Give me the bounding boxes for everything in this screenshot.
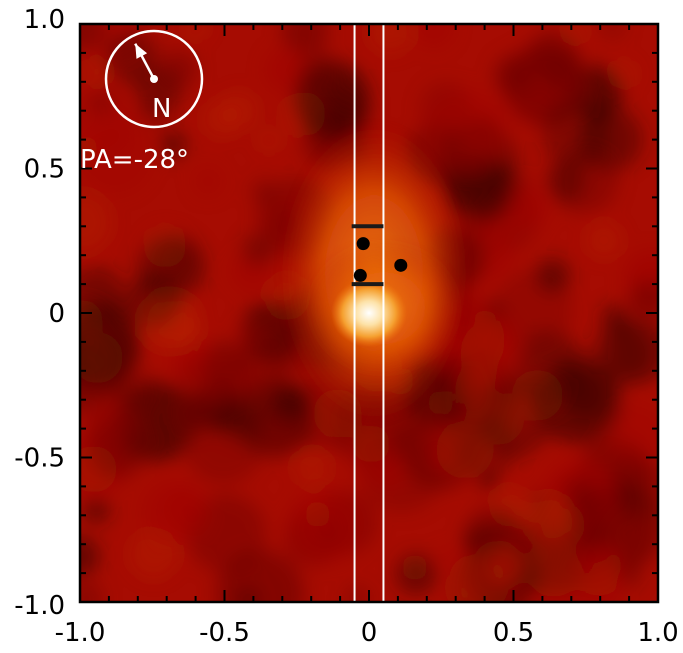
y-tick-label: 0 [48, 299, 65, 329]
data-point-3 [394, 258, 408, 272]
x-tick-label: -0.5 [199, 618, 250, 648]
x-tick-label: -1.0 [55, 618, 106, 648]
north-arrow-icon [135, 43, 148, 59]
y-tick-label: 1.0 [24, 5, 65, 35]
y-tick-label: -1.0 [14, 591, 65, 621]
x-tick-label: 0.5 [493, 618, 534, 648]
data-point-1 [356, 237, 370, 251]
compass: N PA=-28° [80, 29, 204, 175]
y-tick-label: 0.5 [24, 155, 65, 185]
position-angle-label: PA=-28° [80, 145, 189, 175]
compass-ring [104, 29, 204, 129]
x-tick-label: 1.0 [637, 618, 678, 648]
heatmap-image [80, 24, 658, 602]
x-tick-label: 0 [361, 618, 378, 648]
compass-north-label: N [152, 94, 171, 124]
data-point-2 [353, 268, 367, 282]
y-tick-label: -0.5 [14, 444, 65, 474]
